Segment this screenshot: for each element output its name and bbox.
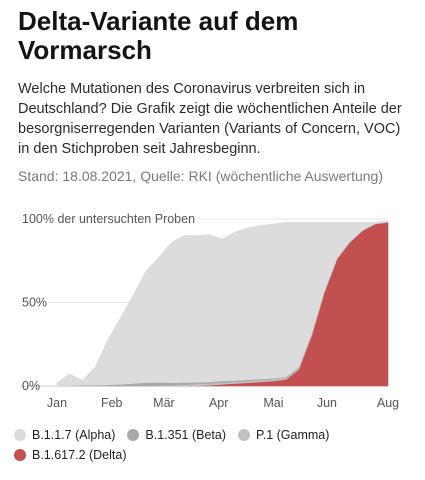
legend-item-alpha: B.1.1.7 (Alpha): [14, 428, 115, 442]
x-tick-label-mai: Mai: [263, 396, 283, 410]
legend-swatch-gamma: [238, 428, 250, 441]
legend-swatch-beta: [127, 428, 140, 441]
y-tick-label-2: 100% der untersuchten Proben: [22, 212, 195, 226]
x-tick-label-jun: Jun: [317, 396, 337, 410]
y-tick-label-1: 50%: [22, 296, 47, 310]
x-tick-label-jan: Jan: [47, 396, 67, 410]
source-note: Stand: 18.08.2021, Quelle: RKI (wöchentl…: [18, 168, 383, 184]
stacked-area-chart: 0% 50% 100% der untersuchten Proben Jan Feb…: [20, 211, 399, 410]
x-tick-label-feb: Feb: [101, 396, 123, 410]
chart-description: Welche Mutationen des Coronavirus verbre…: [18, 81, 402, 157]
legend-swatch-delta: [14, 448, 26, 461]
area-series-b-1-1-7-alpha: [56, 220, 389, 387]
legend-item-gamma: P.1 (Gamma): [238, 428, 329, 442]
legend-label-beta: B.1.351 (Beta): [145, 427, 226, 442]
y-tick-label-0: 0%: [22, 379, 40, 393]
legend-row-2: B.1.617.2 (Delta): [14, 445, 414, 464]
legend-label-gamma: P.1 (Gamma): [256, 427, 330, 442]
legend-swatch-alpha: [14, 428, 26, 441]
page-title: Delta-Variante auf dem Vormarsch: [18, 6, 299, 65]
x-tick-label-aug: Aug: [377, 396, 399, 410]
x-tick-label-mär: Mär: [153, 396, 175, 410]
legend-item-beta: B.1.351 (Beta): [127, 428, 226, 442]
legend-item-delta: B.1.617.2 (Delta): [14, 448, 127, 462]
x-tick-label-apr: Apr: [209, 396, 228, 410]
legend-row-1: B.1.1.7 (Alpha) B.1.351 (Beta) P.1 (Gamm…: [14, 425, 414, 444]
legend-label-alpha: B.1.1.7 (Alpha): [32, 427, 116, 442]
legend-label-delta: B.1.617.2 (Delta): [32, 447, 127, 462]
legend: B.1.1.7 (Alpha) B.1.351 (Beta) P.1 (Gamm…: [14, 425, 414, 465]
